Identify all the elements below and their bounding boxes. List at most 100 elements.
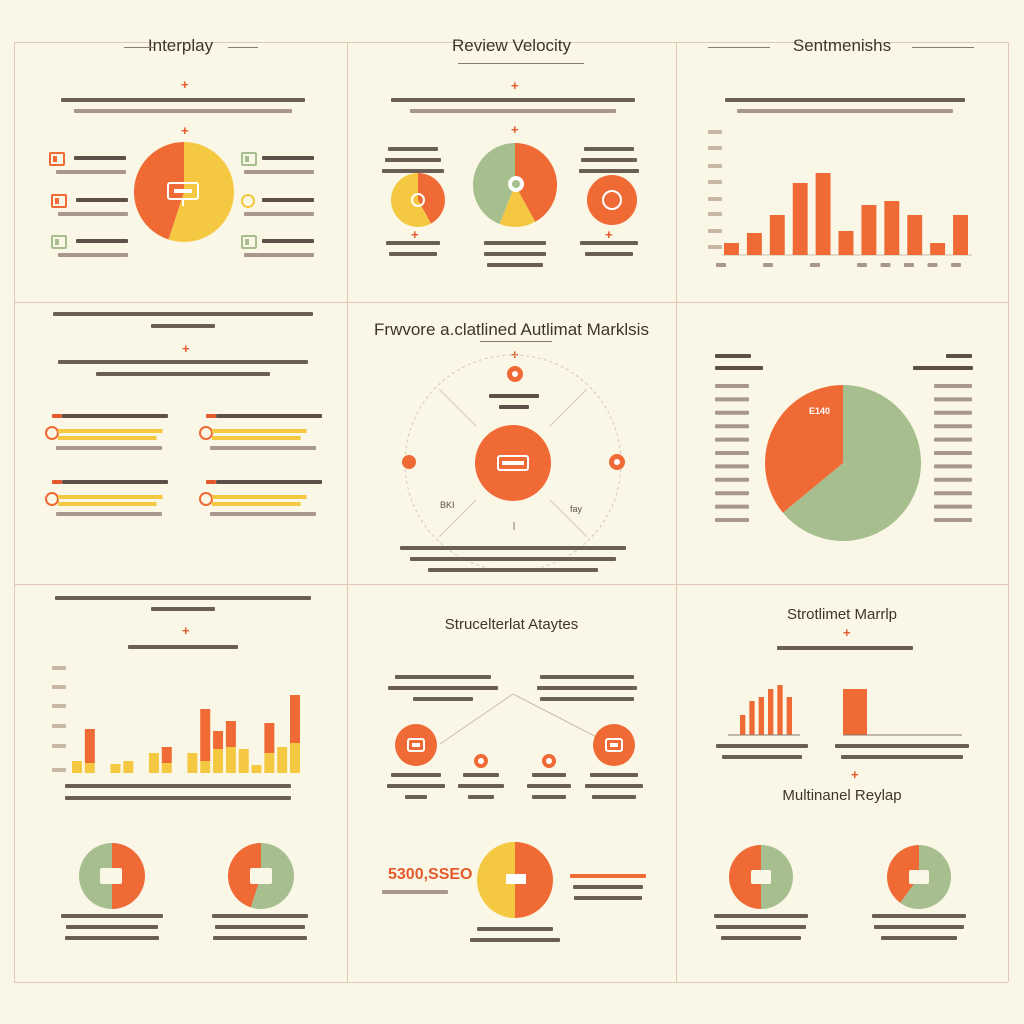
legend-icon	[199, 426, 213, 440]
connector-line	[439, 499, 477, 537]
legend-icon	[245, 239, 249, 245]
panel-title: Strucelterlat Ataytes	[444, 616, 579, 633]
text-line	[76, 198, 128, 202]
pie-slice	[729, 845, 761, 909]
text-line	[74, 156, 126, 160]
bar	[792, 183, 808, 255]
grid-line	[1008, 42, 1009, 982]
panel-center: Frwvore a.clatlined Autlimat Marklsis	[347, 302, 676, 584]
text-line	[56, 446, 162, 450]
pie-slice	[250, 843, 294, 909]
text-line	[262, 239, 314, 243]
text-line	[715, 451, 749, 455]
text-line	[52, 480, 62, 484]
text-line	[56, 512, 162, 516]
legend-icon	[241, 235, 257, 249]
text-line	[58, 212, 128, 216]
text-line	[570, 874, 646, 878]
text-line	[716, 744, 808, 748]
text-line	[527, 784, 571, 788]
text-line	[872, 914, 966, 918]
text-line	[714, 914, 808, 918]
text-line	[715, 477, 749, 482]
legend-icon	[55, 198, 59, 204]
text-line	[216, 414, 322, 418]
text-line	[52, 724, 66, 728]
text-line	[574, 896, 642, 900]
text-line	[934, 384, 972, 388]
text-line	[763, 263, 773, 267]
chart-icon	[250, 868, 272, 884]
text-line	[65, 784, 291, 788]
bar	[740, 715, 746, 735]
text-line	[725, 98, 965, 102]
text-line	[52, 414, 62, 418]
text-line	[573, 885, 643, 889]
text-line	[212, 914, 308, 918]
panel-subtitle: Multinanel Reylap	[782, 787, 902, 804]
text-line	[708, 212, 722, 216]
bar	[277, 747, 288, 773]
pie-slice	[515, 143, 557, 222]
amount-label: 5300,SSEO	[388, 866, 473, 883]
grid-line	[14, 302, 1008, 303]
text-line	[58, 360, 308, 364]
satellite-node	[614, 459, 620, 465]
plus-icon: +	[511, 78, 519, 93]
bar	[110, 764, 121, 773]
text-line	[391, 773, 441, 777]
pie-slice	[477, 842, 515, 918]
text-line	[841, 755, 963, 759]
text-line	[215, 925, 305, 929]
bar	[746, 233, 762, 255]
pie-slice	[765, 385, 843, 513]
connector-line	[439, 389, 477, 427]
text-line	[716, 925, 806, 929]
title-rule	[228, 47, 258, 48]
bar	[238, 749, 249, 773]
bar	[953, 215, 968, 255]
text-line	[52, 768, 66, 772]
text-line	[128, 645, 238, 649]
text-line	[395, 675, 491, 679]
callout-label: BKI	[440, 500, 455, 510]
bar	[213, 749, 224, 773]
pie-slice	[79, 843, 112, 909]
text-line	[216, 480, 322, 484]
plus-icon: +	[511, 347, 519, 362]
text-line	[708, 146, 722, 150]
grid-line	[14, 42, 15, 982]
legend-icon	[55, 239, 59, 245]
legend-icon	[245, 156, 249, 162]
text-line	[458, 784, 504, 788]
pie-slice	[587, 175, 637, 225]
bar	[212, 436, 301, 440]
panel-title: Sentmenishs	[792, 36, 892, 55]
title-rule	[912, 47, 974, 48]
bar	[58, 436, 157, 440]
text-line	[880, 263, 891, 267]
connector-line	[549, 389, 587, 427]
text-line	[715, 410, 749, 415]
bar	[290, 695, 300, 743]
text-line	[244, 212, 314, 216]
plus-icon: +	[411, 227, 419, 242]
plus-icon: +	[605, 227, 613, 242]
text-line	[244, 253, 314, 257]
legend-icon	[53, 156, 57, 162]
bar	[84, 729, 95, 763]
legend-icon	[51, 235, 67, 249]
text-line	[715, 504, 749, 509]
text-line	[708, 245, 722, 249]
pie-slice	[761, 845, 793, 909]
text-line	[52, 704, 66, 708]
text-line	[708, 130, 722, 134]
plus-icon: +	[181, 123, 189, 138]
text-line	[722, 755, 802, 759]
text-line	[716, 263, 726, 267]
text-line	[934, 397, 972, 402]
chart-icon	[407, 738, 425, 752]
text-line	[537, 686, 637, 690]
text-line	[206, 480, 216, 484]
